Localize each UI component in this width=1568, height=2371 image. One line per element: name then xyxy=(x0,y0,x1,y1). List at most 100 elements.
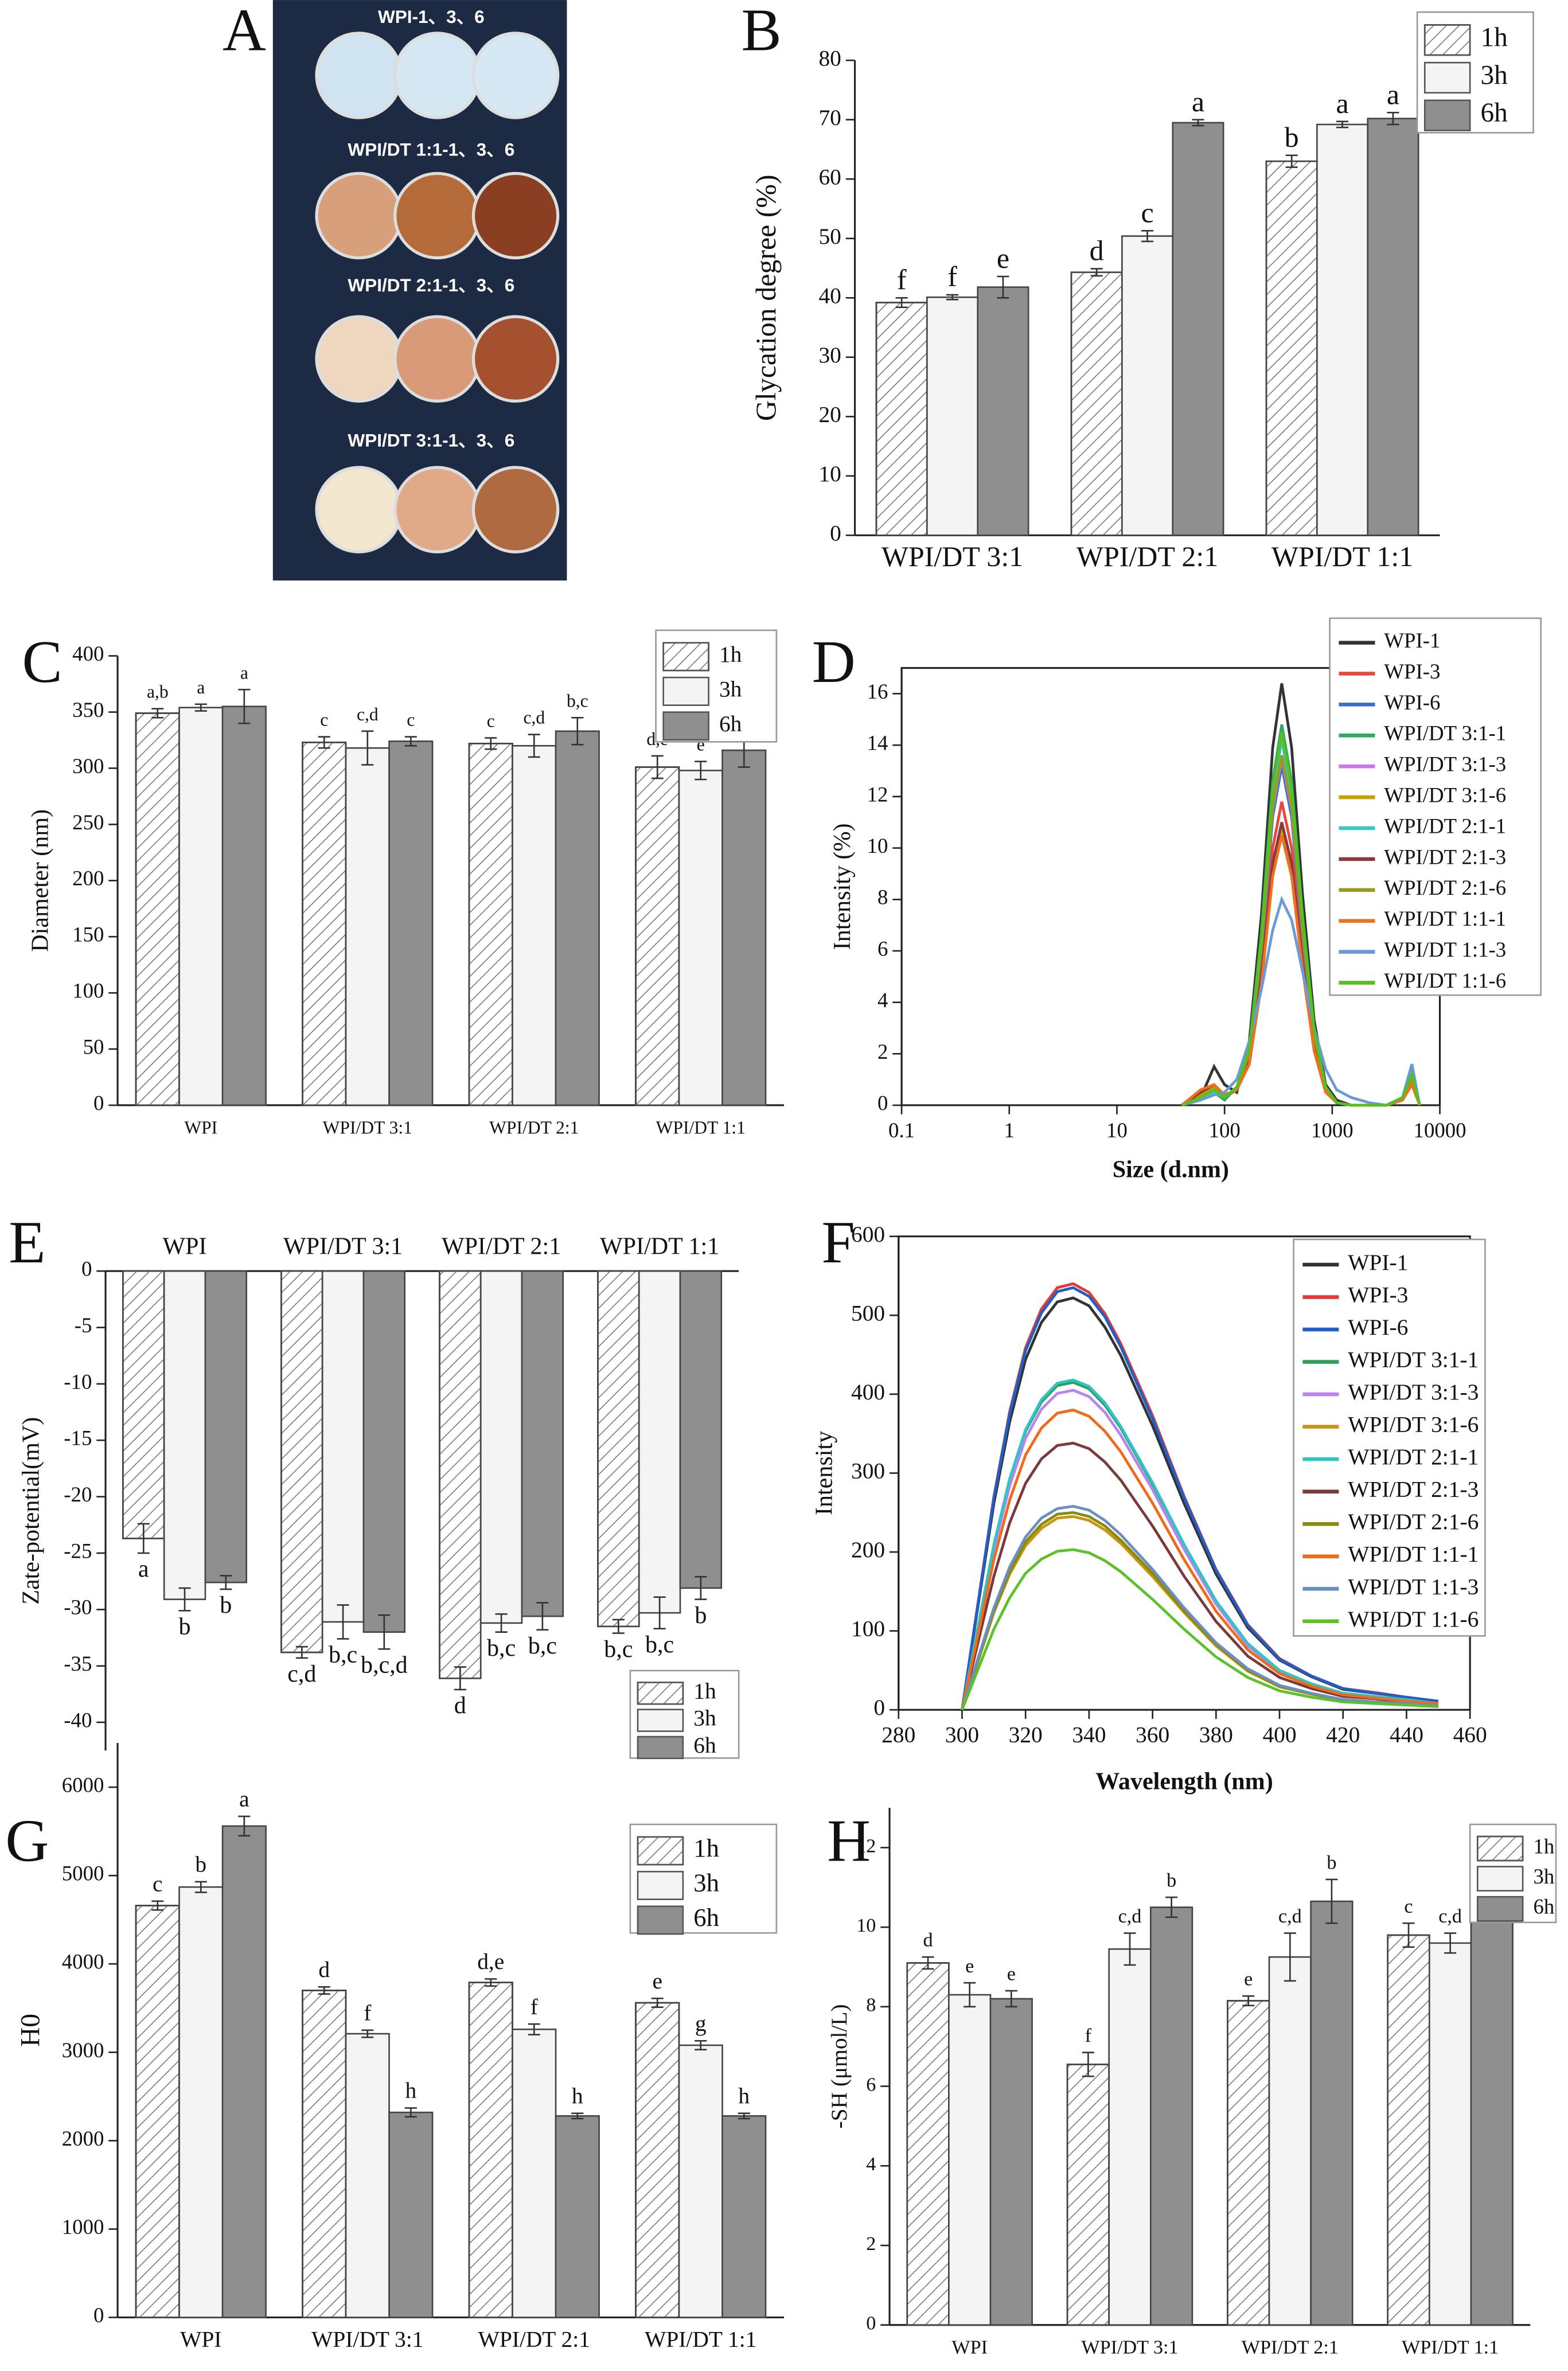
legend-swatch xyxy=(1423,61,1471,94)
y-tick-label: 400 xyxy=(851,1379,885,1405)
error-bar xyxy=(454,1666,466,1691)
dishes xyxy=(315,32,560,553)
bar xyxy=(178,707,224,1106)
y-tick-label: 6 xyxy=(877,937,888,960)
legend-label: WPI/DT 1:1-1 xyxy=(1348,1542,1479,1567)
y-tick-label: 200 xyxy=(72,867,104,890)
significance-letter: b,c xyxy=(604,1636,633,1663)
significance-letter: h xyxy=(572,2083,583,2108)
error-bar xyxy=(137,1523,150,1554)
significance-letter: a xyxy=(138,1556,149,1582)
significance-letter: b xyxy=(1285,121,1299,153)
error-bar xyxy=(485,1978,497,1987)
legend-swatch xyxy=(662,711,709,741)
bar xyxy=(345,2033,390,2318)
y-tick-label: 20 xyxy=(818,401,841,427)
y-tick-label: -15 xyxy=(64,1426,92,1450)
y-tick-label: 2000 xyxy=(62,2127,104,2150)
bar xyxy=(679,1270,723,1589)
y-tick-label: 50 xyxy=(818,224,841,249)
y-tick-label: 0 xyxy=(93,2303,104,2327)
significance-letter: c xyxy=(153,1871,163,1897)
legend-label: WPI-1 xyxy=(1384,629,1440,652)
bar xyxy=(678,770,723,1106)
y-tick-label: 100 xyxy=(851,1616,885,1641)
legend-swatch xyxy=(1476,1896,1524,1922)
bar xyxy=(1316,123,1369,536)
bar xyxy=(1172,122,1224,536)
x-tick-label: 380 xyxy=(1199,1722,1233,1748)
bar-hatch xyxy=(1387,1934,1430,2326)
y-tick-label: 8 xyxy=(866,1995,876,2016)
legend-label: 6h xyxy=(719,711,742,736)
significance-letter: b xyxy=(220,1592,232,1619)
bar-hatch xyxy=(1227,2000,1270,2326)
legend-hatch xyxy=(662,642,709,672)
x-tick-label: 280 xyxy=(881,1722,915,1748)
x-tick-label: WPI/DT 1:1 xyxy=(1271,540,1413,572)
significance-letter: b,c xyxy=(567,691,588,711)
x-tick-label: WPI/DT 1:1 xyxy=(656,1117,746,1137)
y-axis-label: Intensity xyxy=(811,1431,837,1515)
y-tick-label: 14 xyxy=(867,731,888,755)
y-tick-label: 80 xyxy=(818,45,841,71)
bar xyxy=(1428,1942,1472,2326)
bar xyxy=(721,749,767,1106)
x-tick-label: WPI xyxy=(162,1233,206,1259)
error-bar xyxy=(1242,1995,1255,2007)
legend-label: WPI/DT 3:1-3 xyxy=(1348,1379,1479,1405)
x-tick-label: 420 xyxy=(1326,1722,1360,1748)
bar xyxy=(204,1270,247,1584)
bar xyxy=(1108,1948,1152,2326)
error-bar xyxy=(895,297,908,309)
bar-hatch xyxy=(635,766,680,1106)
x-tick-label: 360 xyxy=(1136,1722,1169,1748)
significance-letter: c,d xyxy=(287,1661,316,1687)
significance-letter: b xyxy=(695,1602,707,1629)
error-bar xyxy=(571,2112,584,2120)
bar xyxy=(521,1270,564,1617)
bar xyxy=(512,2028,557,2318)
significance-letter: b xyxy=(195,1852,206,1877)
bar xyxy=(221,705,267,1106)
significance-letter: f xyxy=(1085,2025,1092,2046)
y-tick-label: 40 xyxy=(818,283,841,308)
y-tick-label: 0 xyxy=(873,1695,885,1720)
x-tick-label: 100 xyxy=(1209,1118,1241,1142)
error-bar xyxy=(1192,119,1204,127)
significance-letter: d xyxy=(318,1957,330,1982)
panel-letter: G xyxy=(5,1807,49,1874)
bar xyxy=(163,1270,206,1600)
error-bar xyxy=(238,689,251,724)
legend-label: 1h xyxy=(719,642,742,667)
significance-letter: b xyxy=(1327,1852,1336,1873)
significance-letter: h xyxy=(738,2083,750,2108)
error-bar xyxy=(997,275,1009,299)
bar xyxy=(1470,1870,1514,2326)
bar-hatch xyxy=(135,1905,180,2318)
legend-label: 3h xyxy=(693,1706,716,1731)
x-tick-label: 1 xyxy=(1004,1118,1015,1142)
significance-letter: a xyxy=(1387,78,1399,110)
x-tick-label: WPI/DT 2:1 xyxy=(1242,2337,1339,2358)
y-axis-label: Diameter (nm) xyxy=(27,809,53,952)
legend-label: 1h xyxy=(1481,23,1508,53)
x-tick-label: WPI/DT 3:1 xyxy=(323,1117,412,1137)
bar xyxy=(977,286,1029,536)
y-tick-label: -25 xyxy=(64,1539,92,1562)
significance-letter: d xyxy=(923,1930,933,1951)
y-tick-label: 8 xyxy=(877,886,888,909)
error-bar xyxy=(1336,120,1349,128)
significance-letter: a,b xyxy=(147,682,169,702)
error-bar xyxy=(1444,1932,1457,1954)
significance-letter: c xyxy=(320,710,328,730)
significance-letter: c xyxy=(407,710,415,730)
legend-label: 3h xyxy=(1481,60,1508,90)
x-tick-label: 10 xyxy=(1106,1118,1128,1142)
significance-letter: b,c,d xyxy=(361,1652,408,1678)
panel-letter: F xyxy=(821,1208,855,1276)
bar xyxy=(362,1270,406,1633)
bar xyxy=(1149,1906,1193,2326)
bar xyxy=(926,296,979,536)
legend-label: WPI/DT 2:1-6 xyxy=(1348,1509,1479,1534)
